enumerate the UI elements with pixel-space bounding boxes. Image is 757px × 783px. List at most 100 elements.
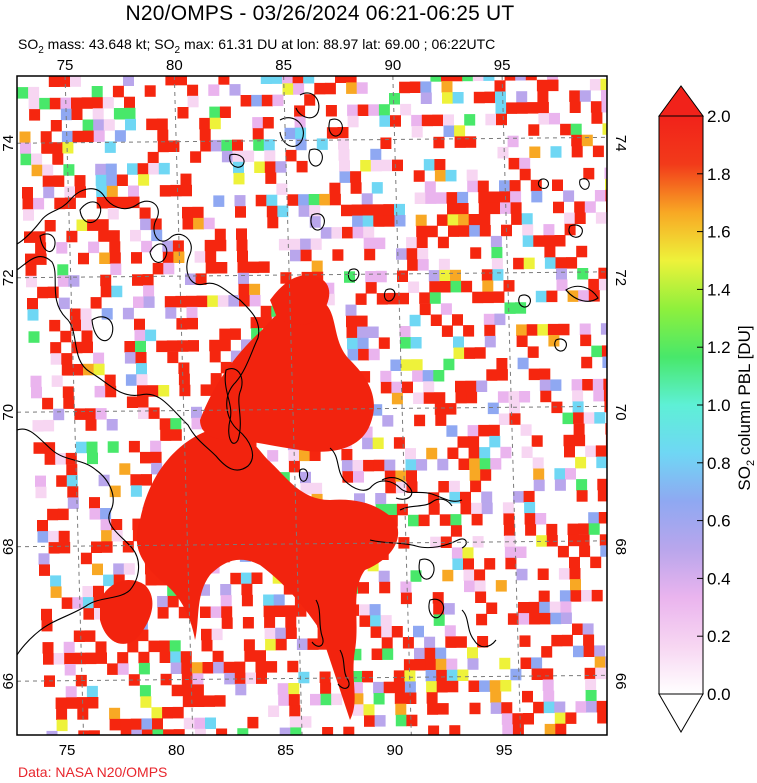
so2-pixel	[446, 425, 458, 437]
so2-pixel	[292, 76, 304, 84]
so2-pixel	[484, 335, 496, 348]
lon-tick-top: 90	[385, 57, 402, 74]
so2-pixel	[409, 314, 421, 327]
so2-pixel	[607, 701, 618, 713]
so2-pixel	[461, 280, 473, 293]
lon-tick-bottom: 85	[277, 742, 294, 759]
so2-pixel	[563, 190, 575, 202]
so2-pixel	[479, 458, 491, 470]
so2-pixel	[556, 268, 567, 280]
so2-pixel	[131, 729, 143, 735]
so2-pixel	[382, 415, 394, 427]
so2-pixel	[113, 574, 125, 586]
so2-pixel	[256, 672, 267, 684]
so2-pixel	[479, 447, 491, 459]
so2-pixel	[465, 136, 477, 148]
so2-pixel	[237, 250, 248, 263]
so2-pixel	[436, 669, 448, 682]
so2-pixel	[341, 460, 353, 472]
so2-pixel	[525, 76, 537, 81]
so2-pixel	[195, 273, 207, 285]
so2-pixel	[424, 636, 436, 649]
so2-pixel	[113, 108, 125, 120]
so2-pixel	[243, 150, 255, 162]
so2-pixel	[496, 358, 508, 370]
so2-pixel	[304, 94, 316, 106]
so2-pixel	[594, 656, 606, 668]
so2-pixel	[538, 590, 550, 603]
so2-pixel	[159, 418, 171, 430]
so2-pixel	[81, 319, 92, 331]
so2-pixel	[371, 648, 383, 660]
so2-pixel	[296, 160, 308, 173]
so2-pixel	[235, 683, 247, 696]
so2-pixel	[515, 76, 527, 81]
so2-pixel	[100, 274, 112, 287]
so2-pixel	[44, 453, 56, 465]
so2-pixel	[582, 379, 594, 391]
so2-pixel	[540, 390, 552, 403]
so2-pixel	[420, 81, 432, 93]
so2-pixel	[490, 702, 502, 714]
so2-pixel	[515, 302, 527, 314]
so2-pixel	[510, 202, 522, 214]
so2-pixel	[66, 475, 78, 487]
so2-pixel	[622, 556, 633, 568]
so2-pixel	[470, 480, 482, 493]
so2-pixel	[566, 257, 578, 269]
so2-pixel	[117, 196, 129, 209]
so2-pixel	[266, 205, 278, 218]
so2-pixel	[209, 117, 221, 130]
so2-pixel	[167, 595, 179, 608]
so2-pixel	[144, 85, 156, 97]
so2-pixel	[528, 601, 540, 614]
so2-pixel	[380, 381, 392, 394]
so2-pixel	[531, 668, 543, 680]
so2-pixel	[221, 606, 233, 618]
so2-pixel	[101, 308, 113, 320]
so2-pixel	[152, 262, 164, 275]
so2-pixel	[598, 278, 607, 291]
so2-pixel	[370, 159, 382, 172]
so2-pixel	[576, 479, 588, 491]
so2-pixel	[406, 470, 417, 482]
colorbar-tick-label: 1.8	[707, 165, 731, 184]
so2-pixel	[124, 341, 136, 353]
so2-pixel	[482, 291, 494, 304]
so2-pixel	[191, 417, 203, 430]
so2-pixel	[264, 627, 276, 640]
lat-tick-right: 72	[612, 269, 629, 286]
so2-pixel	[567, 523, 579, 536]
so2-pixel	[505, 557, 517, 570]
so2-pixel	[124, 352, 136, 364]
so2-pixel	[489, 680, 501, 692]
so2-pixel	[386, 503, 398, 516]
so2-pixel	[322, 727, 334, 735]
so2-pixel	[159, 640, 171, 652]
so2-pixel	[87, 219, 99, 231]
so2-pixel	[56, 708, 68, 720]
so2-pixel	[597, 489, 607, 502]
so2-pixel	[584, 667, 596, 680]
so2-pixel	[442, 92, 453, 104]
so2-pixel	[516, 568, 528, 581]
so2-pixel	[520, 424, 532, 436]
so2-pixel	[390, 115, 401, 127]
so2-pixel	[365, 271, 377, 283]
so2-pixel	[479, 225, 491, 237]
so2-pixel	[232, 139, 243, 152]
so2-pixel	[364, 715, 375, 727]
so2-pixel	[467, 658, 479, 670]
so2-pixel	[123, 76, 134, 86]
so2-pixel	[543, 235, 555, 247]
so2-pixel	[110, 263, 122, 275]
so2-pixel	[101, 530, 113, 542]
so2-pixel	[134, 318, 145, 331]
so2-pixel	[106, 185, 118, 198]
so2-pixel	[28, 331, 40, 343]
so2-pixel	[423, 392, 435, 404]
axis-ticks: 75 75 80 80 85 85 90 90 95 95 66 66 68 68 70 70 72 72 74 74	[0, 57, 629, 759]
so2-pixel	[211, 628, 223, 641]
so2-pixel	[72, 597, 84, 609]
so2-pixel	[464, 580, 475, 593]
